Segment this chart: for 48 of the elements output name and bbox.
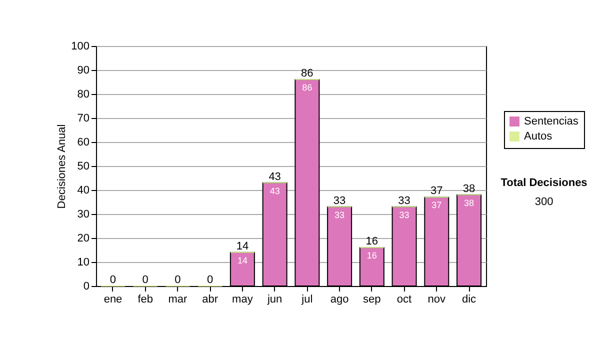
- data-label: 14: [237, 255, 248, 266]
- total-label: 37: [430, 185, 443, 198]
- y-tick-label: 100: [71, 40, 90, 52]
- x-tick-label: nov: [428, 294, 446, 306]
- legend-label: Sentencias: [524, 116, 579, 128]
- data-label: 33: [399, 210, 410, 220]
- total-label: 0: [207, 274, 214, 286]
- x-tick-label: feb: [138, 294, 154, 306]
- y-tick-label: 70: [77, 112, 90, 124]
- y-tick-label: 60: [77, 136, 90, 148]
- x-tick-label: jul: [300, 294, 313, 306]
- total-label: 86: [301, 68, 314, 80]
- data-label: 43: [270, 186, 280, 196]
- data-label: 16: [366, 250, 377, 261]
- total-label: 0: [142, 274, 148, 286]
- text: 300: [534, 196, 554, 208]
- y-tick-label: 80: [77, 88, 90, 100]
- data-label: 86: [302, 82, 312, 93]
- total-label: 43: [268, 170, 281, 183]
- x-tick-label: oct: [396, 294, 412, 306]
- legend-label: Autos: [524, 130, 553, 142]
- y-tick-label: 40: [77, 184, 90, 196]
- y-tick-label: 90: [77, 64, 90, 76]
- total-label: 14: [236, 240, 249, 252]
- data-label: 38: [464, 198, 474, 208]
- x-tick-label: mar: [168, 294, 188, 306]
- total-label: 38: [462, 182, 476, 195]
- y-tick-label: 10: [77, 256, 90, 268]
- y-tick-label: 30: [77, 208, 90, 220]
- x-tick-label: may: [232, 294, 254, 306]
- y-tick-label: 0: [83, 280, 90, 292]
- x-tick-label: ago: [330, 294, 349, 306]
- text: Total Decisiones: [500, 177, 588, 189]
- total-label: 16: [366, 236, 378, 248]
- y-tick-label: 20: [77, 232, 90, 244]
- x-tick-label: sep: [363, 294, 381, 306]
- x-tick-label: ene: [104, 294, 122, 306]
- total-label: 0: [110, 274, 116, 286]
- x-tick-label: dic: [462, 294, 477, 306]
- data-label: 33: [334, 210, 345, 220]
- x-tick-label: jun: [266, 294, 282, 306]
- y-axis-title: Decisiones Anual: [56, 124, 68, 209]
- total-label: 0: [174, 274, 181, 286]
- total-label: 33: [398, 194, 410, 207]
- x-tick-label: abr: [202, 294, 218, 306]
- data-label: 37: [432, 200, 442, 210]
- y-tick-label: 50: [77, 160, 90, 172]
- total-label: 33: [333, 194, 346, 207]
